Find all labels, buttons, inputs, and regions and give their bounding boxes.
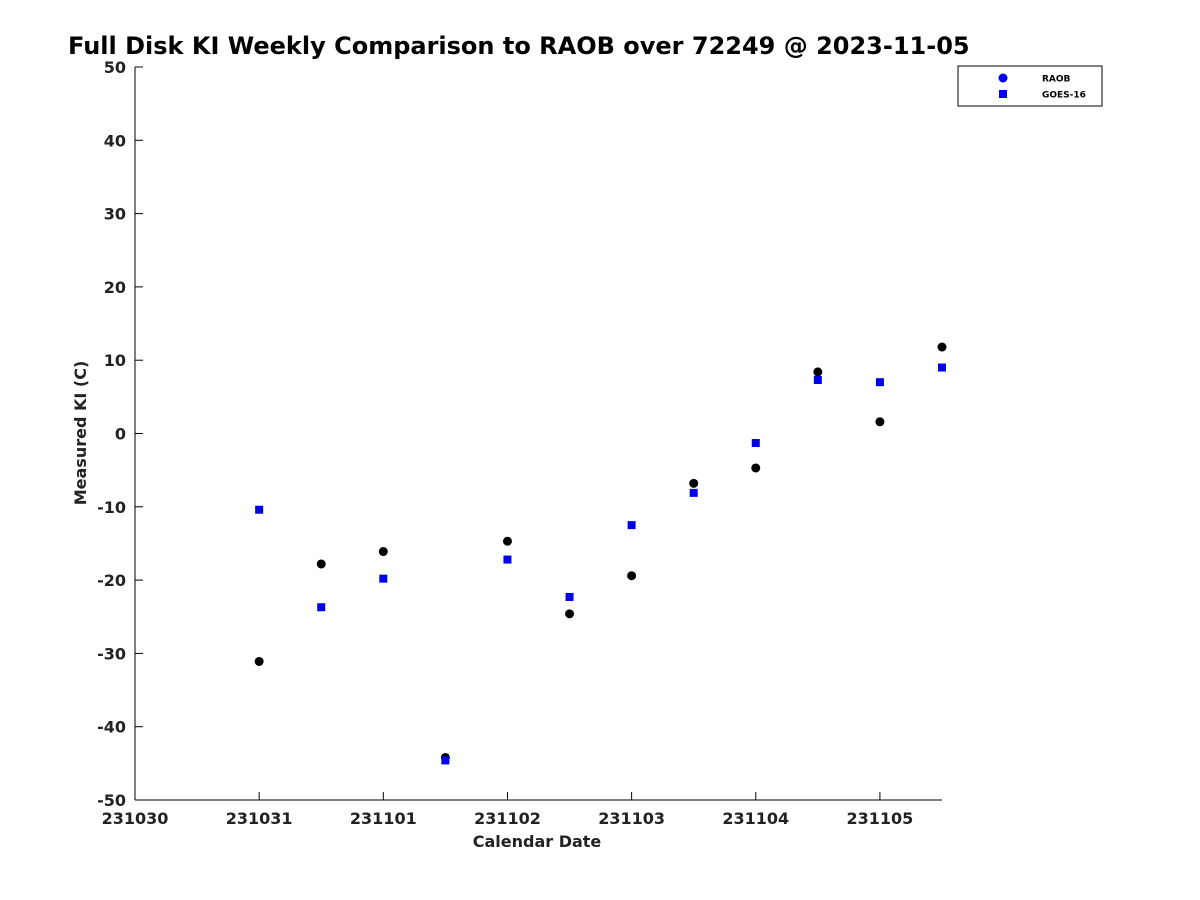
y-axis-label: Measured KI (C) (71, 361, 90, 506)
y-tick-label: -50 (97, 791, 126, 810)
data-point (441, 756, 450, 765)
data-point (937, 342, 947, 352)
legend-label: GOES-16 (1042, 91, 1086, 101)
x-tick-label: 231030 (102, 809, 169, 828)
y-ticks: -50 -40 -30 -20 -10 0 10 20 30 40 50 (97, 58, 143, 810)
x-axis-label: Calendar Date (473, 832, 602, 851)
legend-box (957, 65, 1103, 107)
x-tick-label: 231105 (847, 809, 914, 828)
series-raob (254, 342, 947, 762)
x-tick-label: 231031 (226, 809, 293, 828)
data-point (627, 571, 637, 581)
x-tick-label: 231101 (350, 809, 417, 828)
y-tick-label: 40 (104, 131, 126, 150)
legend-marker (999, 90, 1007, 98)
data-point (875, 378, 884, 387)
data-point (875, 417, 885, 427)
y-tick-label: 30 (104, 205, 126, 224)
y-tick-label: 20 (104, 278, 126, 297)
x-tick-label: 231102 (474, 809, 541, 828)
data-point (627, 521, 636, 530)
x-tick-label: 231103 (598, 809, 665, 828)
legend: RAOB GOES-16 (957, 65, 1103, 107)
data-point (316, 559, 326, 569)
data-point (689, 488, 698, 497)
data-point (751, 463, 761, 473)
y-tick-label: -20 (97, 571, 126, 590)
chart-title: Full Disk KI Weekly Comparison to RAOB o… (68, 32, 970, 60)
y-tick-label: -40 (97, 718, 126, 737)
y-tick-label: -10 (97, 498, 126, 517)
legend-label: RAOB (1042, 75, 1071, 85)
data-point (503, 555, 512, 564)
data-point (813, 367, 823, 377)
legend-marker (998, 73, 1008, 83)
y-tick-label: 0 (115, 425, 126, 444)
data-point (938, 363, 946, 372)
y-tick-label: -30 (97, 644, 126, 663)
data-point (254, 656, 264, 666)
data-point (379, 574, 388, 583)
series-goes-16 (255, 363, 946, 765)
data-point (378, 547, 388, 557)
data-point (502, 536, 512, 546)
data-point (565, 592, 574, 601)
data-point (689, 478, 699, 488)
data-point (317, 603, 326, 612)
data-point (813, 375, 822, 384)
data-point (565, 609, 575, 619)
data-points (254, 342, 947, 765)
x-ticks: 231030 231031 231101 231102 231103 231104 2311… (102, 792, 914, 828)
x-tick-label: 231104 (722, 809, 789, 828)
data-point (751, 439, 760, 448)
data-point (255, 505, 264, 514)
y-tick-label: 50 (104, 58, 126, 77)
y-tick-label: 10 (104, 351, 126, 370)
